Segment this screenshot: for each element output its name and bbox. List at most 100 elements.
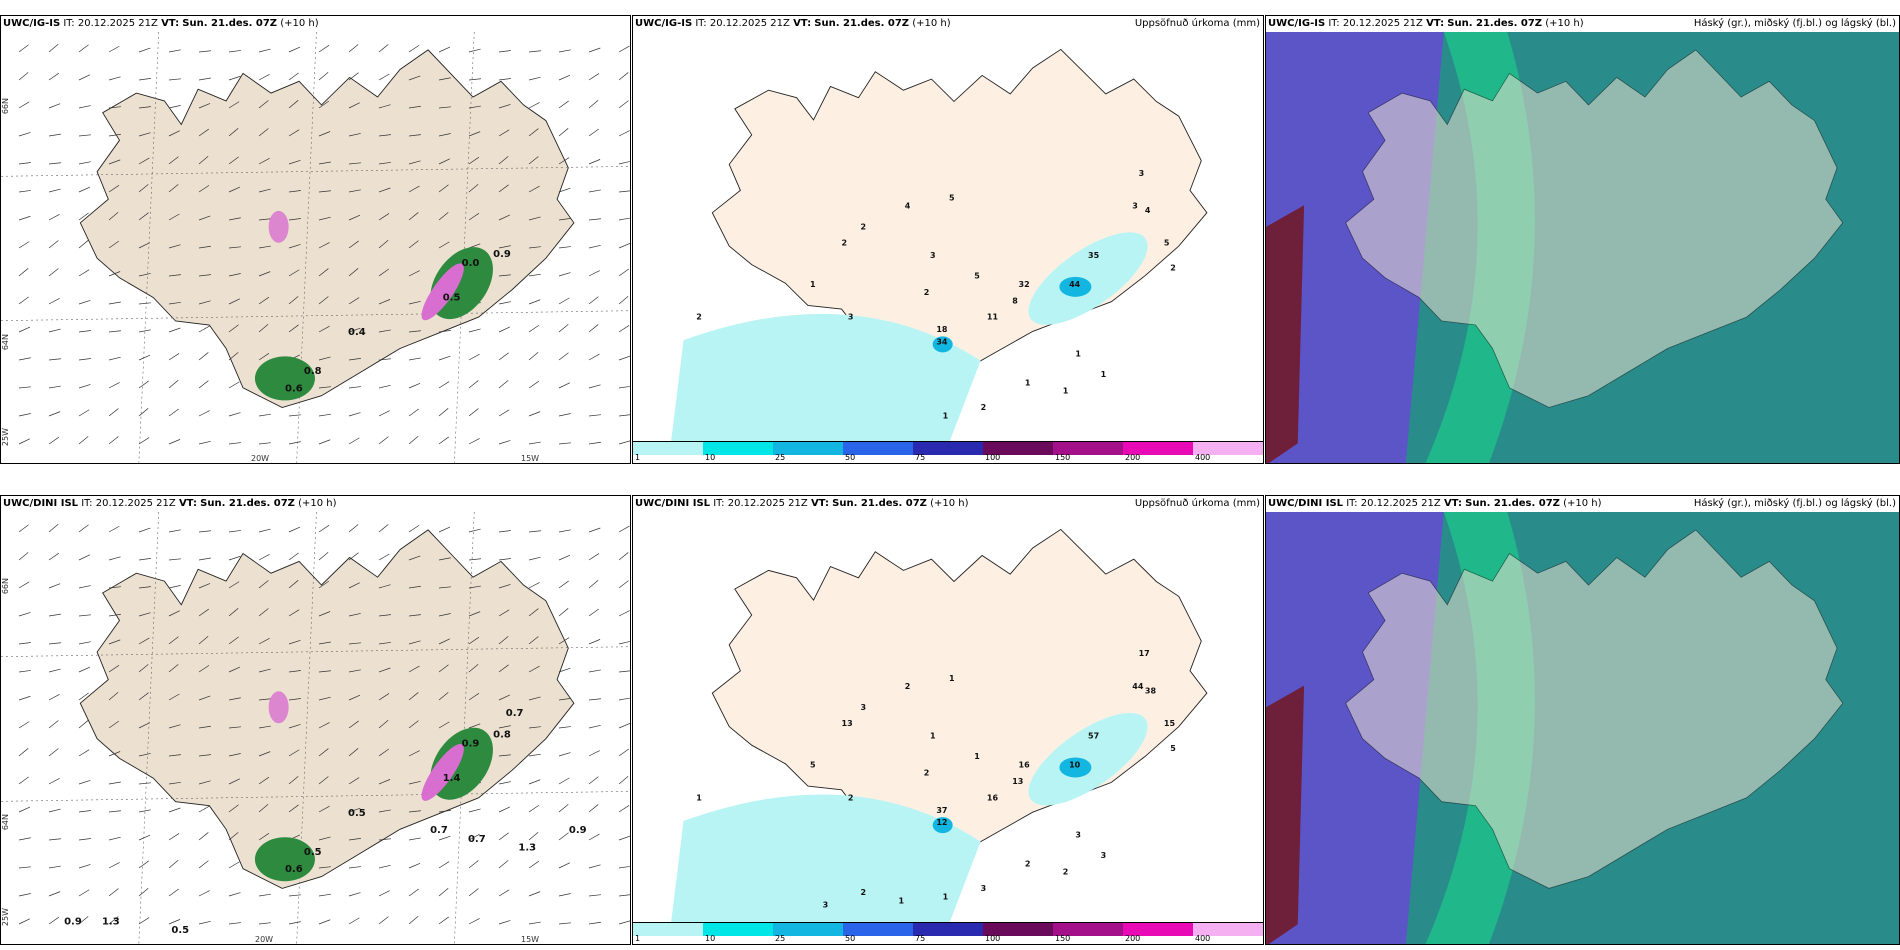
wind-barb <box>78 749 90 757</box>
colorbar-swatch <box>1193 922 1263 936</box>
precip-value-label: 11 <box>987 313 999 322</box>
wind-barb <box>618 805 630 813</box>
wind-barb <box>18 893 31 897</box>
wind-barb <box>258 893 271 897</box>
wind-barb <box>528 273 541 277</box>
wind-barb <box>618 414 630 417</box>
wind-barb <box>528 860 540 869</box>
wind-barb <box>378 213 390 221</box>
wind-barb <box>468 833 480 841</box>
wind-barb <box>618 190 630 193</box>
lead-time: (+10 h) <box>298 498 337 509</box>
wind-barb <box>318 670 331 673</box>
wind-barb <box>558 804 569 813</box>
iceland-coastline <box>79 529 575 889</box>
wind-value-label: 1.3 <box>518 843 536 854</box>
wind-barb <box>618 130 630 137</box>
wind-barb <box>348 866 361 869</box>
wind-barb <box>618 161 630 165</box>
wind-value-label: 0.5 <box>171 925 189 936</box>
wind-barb <box>48 613 61 617</box>
wind-barb <box>588 921 601 925</box>
wind-barb <box>168 213 180 221</box>
wind-barb <box>258 128 269 137</box>
wind-barb <box>528 299 541 305</box>
wind-barb <box>288 670 301 673</box>
wind-barb <box>378 838 391 841</box>
wind-barb <box>48 642 61 645</box>
wind-barb <box>78 810 91 813</box>
wind-barb <box>618 355 630 361</box>
wind-value-label: 0.9 <box>462 738 480 749</box>
wind-barb <box>108 408 119 417</box>
wind-barb <box>348 386 361 389</box>
precip-value-label: 2 <box>905 682 911 691</box>
wind-barb <box>108 330 121 333</box>
wind-barb <box>378 134 391 137</box>
wind-barb <box>348 268 359 277</box>
wind-barb <box>408 888 419 897</box>
wind-barb <box>108 76 121 81</box>
wind-barb <box>468 664 479 673</box>
wind-barb <box>468 184 479 193</box>
wind-barb <box>198 156 209 165</box>
wind-barb <box>498 380 509 389</box>
parallel-line <box>1 310 630 321</box>
colorbar-tick: 10 <box>705 934 716 943</box>
wind-barb <box>258 48 271 53</box>
wind-barb <box>318 190 331 193</box>
wind-barb <box>108 240 120 249</box>
wind-barb <box>168 610 180 617</box>
precip-value-label: 2 <box>1063 868 1069 877</box>
wind-barb <box>108 556 121 561</box>
wind-barb <box>378 73 390 81</box>
wind-barb <box>528 441 541 445</box>
wind-barb <box>618 217 630 221</box>
wind-barb <box>228 922 241 925</box>
wind-barb <box>258 725 271 729</box>
wind-barb <box>318 386 331 389</box>
parallel-line <box>1 791 630 802</box>
colorbar-tick: 10 <box>705 453 716 462</box>
wind-barb <box>618 723 630 729</box>
precip-value-label: 5 <box>1170 744 1176 753</box>
wind-barb <box>228 530 241 533</box>
wind-barb <box>528 832 539 841</box>
wind-barb <box>198 300 211 305</box>
wind-barb <box>618 525 630 533</box>
wind-barb <box>18 241 30 249</box>
wind-barb <box>438 133 451 137</box>
valid-time-label: VT: <box>178 498 197 509</box>
snow-blob <box>421 263 464 321</box>
cloud-title: Háský (gr.), miðský (fj.bl.) og lágský (… <box>1693 18 1896 29</box>
wind-barb <box>348 412 361 417</box>
wind-barb <box>528 185 540 193</box>
wind-barb <box>138 329 151 333</box>
wind-barb <box>78 134 91 137</box>
wind-barb <box>348 102 360 109</box>
wind-barb <box>48 838 61 841</box>
wind-barb <box>78 585 91 589</box>
colorbar-swatch <box>633 441 704 455</box>
wind-barb <box>168 439 181 445</box>
precip-value-label: 1 <box>930 732 936 741</box>
wind-barb <box>318 552 329 561</box>
wind-barb <box>288 218 301 221</box>
wind-barb <box>168 184 179 193</box>
wind-barb <box>558 554 571 561</box>
precip-colorbar: 1 10 25 50 75 100 150 200 400 <box>633 922 1263 944</box>
wind-barb <box>18 326 31 333</box>
wind-barb <box>618 894 630 897</box>
wind-barb <box>318 525 330 533</box>
wind-barb <box>138 753 151 757</box>
wind-barb <box>288 776 299 785</box>
wind-barb <box>498 50 511 53</box>
wind-panel-top: UWC/IG-IS IT: 20.12.2025 21Z VT: Sun. 21… <box>0 15 631 464</box>
valid-time: Sun. 21.des. 07Z <box>1465 498 1560 509</box>
wind-barb <box>378 187 391 193</box>
colorbar-swatch <box>633 922 704 936</box>
wind-barb <box>348 44 359 53</box>
wind-barb <box>258 324 269 333</box>
wind-barb <box>108 382 120 389</box>
meridian-line <box>138 32 160 463</box>
